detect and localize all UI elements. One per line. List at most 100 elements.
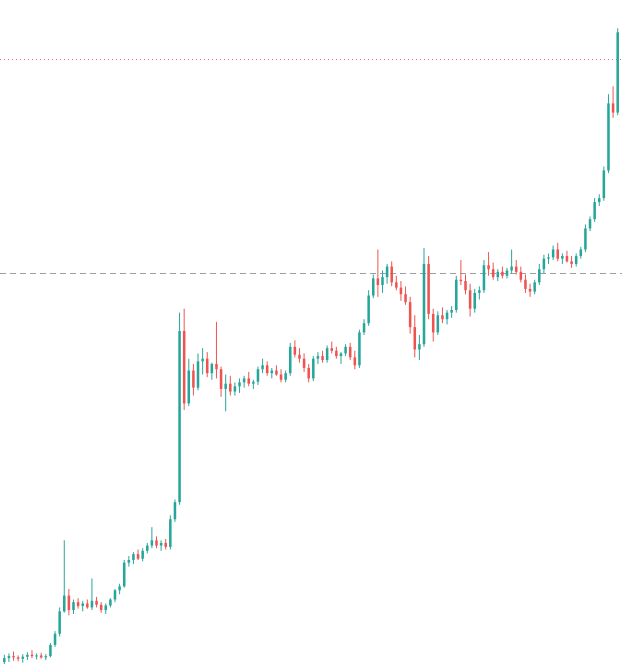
candle [215, 321, 218, 379]
candle [164, 538, 167, 550]
candle-body-up [187, 370, 191, 404]
candle-body-up [385, 266, 389, 278]
candle [67, 588, 71, 616]
candle [182, 308, 186, 411]
candle [422, 248, 426, 347]
candle [464, 274, 467, 295]
candle-body-up [7, 656, 11, 659]
candle-body-down [307, 367, 310, 379]
candle [574, 253, 578, 267]
candle-body-up [450, 309, 453, 313]
candle [510, 249, 513, 274]
candle [288, 342, 292, 376]
candle [505, 267, 509, 279]
candle [279, 369, 283, 383]
candle-body-down [275, 370, 278, 375]
candle-body-up [593, 202, 596, 220]
candle [210, 362, 214, 380]
candle-body-up [127, 560, 131, 563]
candle [362, 319, 366, 335]
candle [169, 515, 172, 550]
candle-body-up [146, 545, 149, 551]
candle-body-down [501, 271, 504, 276]
candle-body-down [155, 540, 158, 546]
candle-body-up [436, 315, 440, 333]
candle [468, 283, 472, 317]
candle [146, 542, 149, 554]
candle [335, 346, 338, 359]
candle-body-up [196, 361, 200, 388]
candle [344, 344, 347, 357]
candle [90, 578, 94, 611]
candle-body-down [570, 261, 573, 264]
candle-body-down [215, 363, 218, 370]
candle-body-down [395, 282, 398, 288]
candle-body-down [519, 271, 523, 280]
candle-body-up [35, 655, 38, 657]
candle [588, 216, 592, 232]
candle [538, 263, 541, 285]
candle [602, 166, 606, 201]
candle [514, 259, 518, 275]
candle [353, 350, 357, 370]
candle-body-up [547, 257, 550, 259]
candle-body-up [588, 219, 592, 229]
candle-body-up [597, 198, 601, 203]
candle-body-up [122, 562, 126, 587]
candle-body-down [279, 374, 283, 380]
candle [390, 261, 393, 287]
candle [385, 263, 389, 284]
candle-body-up [478, 290, 481, 293]
candle-body-down [459, 279, 463, 282]
candle [459, 259, 463, 285]
candle [528, 283, 532, 297]
candle [524, 274, 527, 293]
candle [44, 654, 48, 661]
candle [547, 253, 550, 264]
candle-body-down [390, 266, 393, 283]
candle-body-up [224, 383, 227, 389]
candle [30, 650, 34, 659]
candle-body-down [192, 370, 195, 388]
candle [173, 499, 177, 522]
candle-body-down [16, 657, 20, 659]
candle [136, 549, 140, 561]
candle [99, 602, 103, 613]
candle-body-up [542, 258, 546, 270]
candle-body-down [302, 358, 306, 368]
candle-body-down [528, 288, 532, 292]
candle-body-up [113, 590, 117, 600]
candle [155, 536, 158, 549]
candle-body-up [538, 269, 541, 283]
candle-body-up [579, 249, 583, 257]
candle-body-down [265, 365, 269, 374]
candle-body-down [464, 281, 467, 291]
candle-body-down [86, 603, 89, 608]
candle-body-up [3, 658, 6, 663]
candle [399, 281, 403, 301]
candle [35, 653, 38, 660]
candle [519, 266, 523, 283]
candle [487, 252, 490, 276]
candle [247, 371, 251, 387]
candle-body-up [81, 603, 84, 607]
candle-body-down [99, 604, 103, 611]
candle-body-down [293, 346, 297, 355]
candle-body-up [381, 277, 384, 285]
candle-body-up [26, 654, 29, 657]
candle-body-up [418, 344, 421, 350]
candle [358, 329, 361, 368]
candle-body-up [118, 586, 121, 591]
candle-body-down [76, 602, 80, 607]
candle-body-down [330, 348, 334, 351]
candle [427, 256, 430, 320]
candle [205, 352, 209, 378]
candle-body-down [229, 383, 232, 392]
candle-body-down [556, 249, 560, 259]
candle [7, 653, 11, 663]
candle [371, 274, 375, 299]
candle [450, 306, 453, 318]
candle-body-up [561, 256, 564, 259]
candle [76, 598, 80, 609]
